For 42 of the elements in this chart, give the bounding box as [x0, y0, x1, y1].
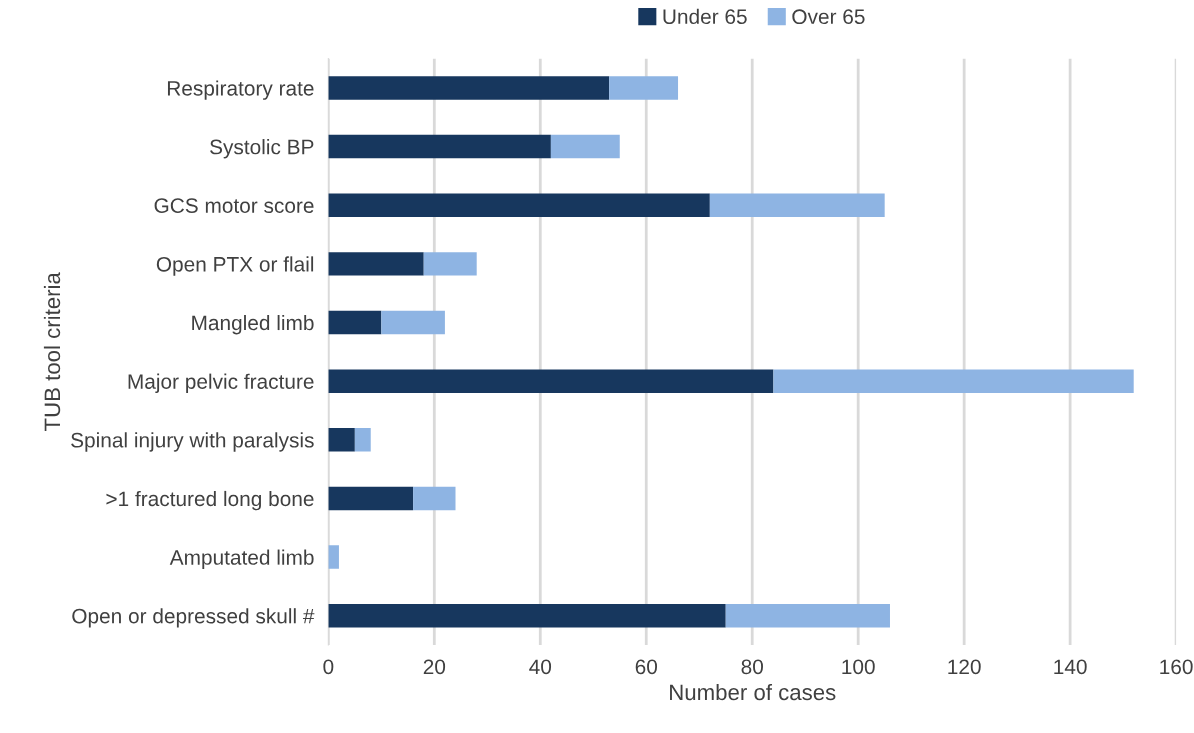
x-tick-label: 0: [323, 659, 334, 675]
bar: [328, 603, 726, 628]
bar: [328, 76, 610, 100]
y-tick-label: Open or depressed skull #: [72, 608, 315, 628]
y-tick-label: Respiratory rate: [167, 80, 314, 100]
bar: [773, 369, 1134, 393]
y-tick-label: Amputated limb: [169, 549, 314, 569]
y-tick-label: Spinal injury with paralysis: [71, 432, 314, 452]
y-axis-title: TUB tool criteria: [43, 272, 61, 431]
bar: [354, 428, 371, 452]
y-tick-label: GCS motor score: [154, 198, 314, 213]
x-axis-title: Number of cases: [670, 683, 836, 701]
bar: [609, 76, 679, 100]
x-tick-label: 80: [741, 659, 763, 675]
bar: [423, 252, 477, 276]
y-tick-label: >1 fractured long bone: [106, 490, 314, 511]
x-tick-label: 20: [423, 659, 446, 675]
bar: [725, 603, 890, 628]
bar: [328, 252, 424, 276]
y-tick-label: Mangled limb: [192, 314, 314, 335]
bar: [328, 545, 339, 569]
bar: [413, 486, 456, 511]
y-tick-label: Systolic BP: [210, 139, 314, 159]
legend-label: Over 65: [792, 9, 865, 25]
x-tick-label: 120: [948, 659, 981, 675]
bar: [328, 310, 382, 335]
bar: [550, 134, 620, 159]
x-tick-label: 140: [1054, 659, 1087, 675]
y-tick-label: Major pelvic fracture: [128, 373, 314, 394]
bar: [381, 310, 445, 335]
bar: [328, 428, 355, 452]
y-tick-label: Open PTX or flail: [156, 256, 314, 276]
bar: [328, 134, 551, 159]
x-tick-label: 100: [842, 659, 875, 675]
x-tick-label: 40: [529, 659, 552, 675]
bar: [328, 486, 414, 511]
x-tick-label: 160: [1160, 659, 1193, 675]
bar: [328, 193, 710, 217]
bar: [709, 193, 885, 217]
x-tick-label: 60: [635, 659, 658, 675]
legend-label: Under 65: [663, 8, 747, 25]
bar: [328, 369, 774, 393]
